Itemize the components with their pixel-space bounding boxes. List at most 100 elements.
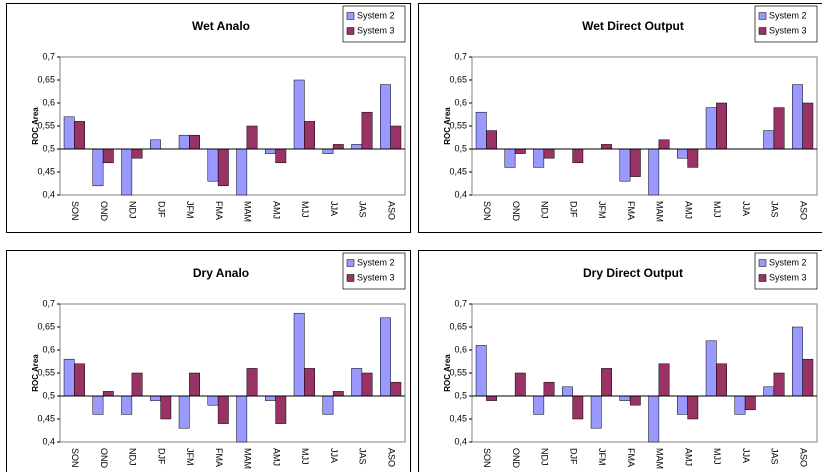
bar	[658, 139, 670, 150]
legend-label: System 2	[769, 257, 807, 267]
x-tick-label: AMJ	[683, 448, 693, 466]
bar	[178, 395, 190, 429]
x-tick-label: ASO	[386, 448, 396, 467]
plot-area	[471, 303, 818, 443]
bar	[265, 148, 276, 154]
x-tick-label: JJA	[329, 448, 339, 463]
bar	[293, 79, 305, 150]
bar	[74, 363, 85, 397]
bar	[246, 125, 258, 150]
y-tick-label: 0,45	[37, 413, 55, 423]
bar	[102, 148, 114, 164]
x-tick-label: NDJ	[128, 201, 138, 219]
x-tick-label: NDJ	[128, 448, 138, 466]
x-tick-label: DJF	[568, 201, 578, 218]
bar	[63, 116, 75, 150]
bar	[121, 395, 133, 415]
x-tick-label: JJA	[741, 201, 751, 216]
bar	[648, 395, 660, 443]
legend-swatch	[758, 12, 767, 20]
bar	[543, 381, 555, 397]
legend-label: System 2	[357, 10, 395, 20]
y-tick-label: 0,55	[37, 120, 55, 130]
x-tick-label: MAM	[243, 448, 253, 469]
bar	[677, 395, 688, 415]
legend-swatch	[758, 259, 767, 267]
x-tick-label: AMJ	[271, 448, 281, 466]
bar	[351, 144, 363, 150]
bar	[619, 148, 631, 182]
legend-label: System 3	[357, 25, 395, 35]
plot-area	[59, 303, 406, 443]
bar	[63, 358, 75, 397]
bar	[178, 134, 190, 150]
plot-area	[59, 56, 406, 196]
bar	[514, 372, 526, 397]
y-tick-label: 0,5	[454, 390, 467, 400]
bar	[629, 148, 641, 177]
bar	[217, 148, 229, 187]
x-tick-label: OND	[99, 448, 109, 469]
x-tick-label: AMJ	[683, 201, 693, 219]
chart-title: Dry Analo	[193, 266, 249, 280]
plot-area	[471, 56, 818, 196]
bar	[802, 102, 814, 150]
bar	[763, 386, 775, 397]
bar	[332, 391, 344, 397]
bar	[92, 395, 104, 415]
x-tick-label: JAS	[358, 201, 368, 218]
x-tick-label: FMA	[214, 448, 224, 467]
x-tick-label: DJF	[156, 448, 166, 465]
y-tick-label: 0,4	[454, 436, 467, 446]
y-tick-label: 0,5	[454, 143, 467, 153]
x-tick-label: OND	[511, 448, 521, 469]
x-tick-label: JFM	[185, 201, 195, 219]
bar	[150, 395, 161, 401]
bar	[648, 148, 660, 196]
bar	[275, 148, 287, 164]
y-axis-title: ROC Area	[443, 354, 452, 392]
bar	[275, 395, 287, 424]
bar	[716, 102, 727, 150]
bar	[716, 363, 727, 397]
bar	[590, 395, 602, 429]
x-tick-label: ASO	[386, 201, 396, 220]
x-tick-label: JFM	[597, 201, 607, 219]
x-tick-label: AMJ	[271, 201, 281, 219]
x-tick-label: SON	[482, 448, 492, 468]
bar	[189, 134, 200, 150]
bar	[207, 395, 219, 406]
x-tick-label: MAM	[655, 201, 665, 222]
bar	[734, 395, 746, 415]
bar	[380, 84, 391, 150]
y-axis-title: ROC Area	[31, 107, 40, 145]
x-tick-label: MJJ	[300, 448, 310, 465]
y-tick-label: 0,5	[42, 143, 55, 153]
bar	[533, 148, 545, 168]
bar	[322, 395, 334, 415]
x-tick-label: DJF	[156, 201, 166, 218]
bar	[131, 372, 143, 397]
bar	[486, 130, 497, 150]
bar	[504, 148, 516, 168]
bar	[572, 395, 584, 420]
bar	[792, 84, 803, 150]
y-tick-label: 0,45	[449, 413, 467, 423]
bar	[332, 144, 344, 150]
bar	[601, 368, 612, 397]
x-tick-label: JJA	[329, 201, 339, 216]
y-tick-label: 0,45	[37, 166, 55, 176]
x-tick-label: MAM	[655, 448, 665, 469]
bar	[246, 368, 258, 397]
legend-label: System 3	[769, 25, 807, 35]
legend-box	[342, 5, 406, 43]
y-tick-label: 0,4	[42, 436, 55, 446]
legend-label: System 3	[357, 272, 395, 282]
bar	[236, 148, 248, 196]
legend-label: System 2	[769, 10, 807, 20]
bar	[322, 148, 334, 154]
bar	[121, 148, 133, 196]
chart-title: Dry Direct Output	[583, 266, 683, 280]
